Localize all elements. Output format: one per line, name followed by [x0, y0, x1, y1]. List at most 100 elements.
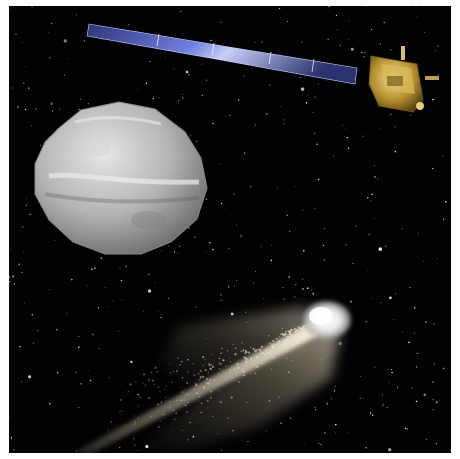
star	[302, 288, 304, 290]
dust-particle	[121, 410, 123, 412]
dust-particle	[154, 366, 157, 369]
dust-particle	[137, 405, 140, 407]
star	[417, 232, 419, 234]
dust-particle	[204, 359, 206, 361]
star	[348, 431, 350, 433]
dust-particle	[231, 366, 233, 368]
dust-particle	[203, 386, 205, 389]
dust-particle	[247, 351, 251, 354]
star	[175, 412, 177, 414]
dust-particle	[275, 344, 278, 346]
dust-particle	[184, 389, 186, 391]
star	[333, 155, 335, 157]
dust-particle	[163, 413, 166, 416]
star	[367, 197, 369, 199]
dust-particle	[219, 363, 221, 365]
star	[24, 108, 27, 111]
dust-particle	[245, 365, 247, 368]
dust-particle	[255, 356, 257, 359]
dust-particle	[205, 378, 207, 380]
star	[230, 215, 232, 217]
dust-particle	[268, 346, 270, 348]
star	[329, 157, 331, 159]
satellite-icon	[86, 23, 439, 113]
star	[220, 21, 222, 23]
dust-particle	[212, 363, 214, 365]
dust-particle	[107, 429, 110, 432]
dust-particle	[197, 401, 199, 403]
dust-particle	[270, 344, 273, 346]
dust-particle	[218, 362, 221, 364]
star	[230, 312, 234, 316]
star	[335, 423, 337, 426]
star	[233, 285, 235, 287]
star	[25, 204, 27, 206]
dust-particle	[159, 391, 161, 393]
dust-particle	[261, 363, 264, 365]
star	[21, 381, 22, 383]
star	[391, 371, 393, 374]
dust-particle	[185, 393, 187, 396]
dust-particle	[250, 357, 253, 360]
dust-particle	[272, 356, 275, 359]
star	[415, 6, 417, 8]
star	[15, 33, 17, 35]
star	[348, 39, 350, 41]
star	[11, 275, 15, 278]
star	[205, 79, 207, 81]
star	[233, 193, 235, 196]
star	[370, 28, 373, 31]
star	[120, 399, 122, 401]
star	[377, 316, 379, 318]
star	[294, 296, 296, 298]
dust-particle	[234, 347, 237, 350]
star	[119, 267, 121, 269]
star	[413, 332, 416, 334]
star	[425, 438, 428, 441]
star	[336, 28, 338, 31]
star	[432, 398, 434, 401]
star	[390, 369, 393, 371]
star	[322, 244, 325, 247]
dust-particle	[113, 405, 115, 407]
star	[168, 298, 170, 299]
dust-particle	[157, 386, 160, 389]
dust-particle	[165, 400, 167, 402]
star	[271, 244, 273, 246]
star	[196, 140, 198, 143]
star	[31, 125, 33, 127]
star	[136, 88, 138, 90]
dust-particle	[288, 332, 291, 335]
star	[372, 414, 374, 416]
star	[318, 442, 320, 444]
star	[220, 293, 222, 296]
star	[161, 250, 163, 252]
dust-particle	[281, 333, 284, 336]
star	[323, 259, 326, 261]
star	[386, 407, 388, 409]
dust-particle	[203, 387, 206, 389]
star	[21, 215, 23, 217]
dust-particle	[265, 349, 268, 351]
star	[59, 108, 61, 110]
space-illustration	[9, 6, 451, 453]
star	[327, 38, 329, 41]
star	[167, 245, 170, 247]
star	[250, 186, 252, 188]
dust-particle	[204, 363, 206, 365]
star	[346, 136, 348, 139]
star	[63, 74, 66, 76]
star	[86, 285, 88, 287]
dust-particle	[264, 353, 267, 356]
dust-particle	[221, 363, 223, 365]
dust-particle	[180, 399, 183, 402]
star	[25, 66, 26, 68]
dust-particle	[171, 429, 173, 431]
star	[154, 282, 156, 284]
star	[75, 14, 78, 16]
star	[425, 321, 427, 323]
dust-particle	[256, 356, 259, 359]
star	[432, 381, 434, 383]
star	[432, 409, 434, 411]
dust-particle	[118, 410, 121, 413]
